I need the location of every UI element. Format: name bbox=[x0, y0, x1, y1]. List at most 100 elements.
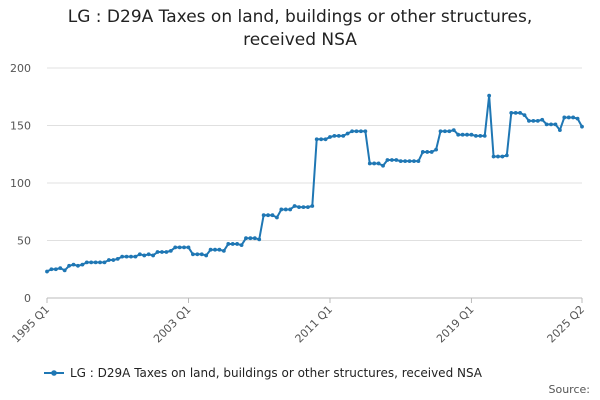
data-point bbox=[288, 207, 293, 212]
y-tick-label: 150 bbox=[10, 120, 31, 133]
data-point bbox=[248, 236, 253, 241]
data-point bbox=[429, 150, 434, 154]
data-point bbox=[199, 252, 204, 257]
y-axis-tick-labels: 0 50 100 150 200 bbox=[10, 62, 31, 305]
data-point bbox=[208, 247, 213, 252]
data-point bbox=[102, 260, 107, 265]
data-point bbox=[230, 242, 235, 246]
legend[interactable]: LG : D29A Taxes on land, buildings or ot… bbox=[44, 366, 482, 380]
data-point bbox=[164, 250, 169, 254]
data-point bbox=[160, 250, 164, 254]
data-point bbox=[527, 119, 531, 123]
data-point bbox=[270, 213, 275, 218]
data-point bbox=[535, 119, 540, 123]
data-point bbox=[434, 147, 438, 152]
data-point bbox=[336, 133, 341, 138]
data-point bbox=[513, 110, 518, 115]
data-point bbox=[146, 252, 151, 257]
data-point bbox=[367, 161, 372, 166]
data-point bbox=[191, 252, 195, 257]
data-point bbox=[376, 161, 381, 166]
data-point bbox=[120, 254, 125, 259]
data-point bbox=[129, 254, 133, 259]
data-point bbox=[500, 154, 505, 159]
legend-label: LG : D29A Taxes on land, buildings or ot… bbox=[70, 366, 483, 380]
data-point bbox=[53, 267, 58, 272]
data-point bbox=[398, 159, 403, 164]
data-point bbox=[182, 245, 186, 250]
data-point bbox=[518, 110, 522, 115]
data-point bbox=[394, 158, 399, 162]
data-point bbox=[89, 260, 94, 265]
data-point bbox=[403, 159, 408, 164]
data-point bbox=[58, 266, 63, 270]
data-point bbox=[107, 258, 111, 262]
y-tick-label: 200 bbox=[10, 62, 31, 75]
data-point bbox=[67, 263, 72, 268]
data-point bbox=[407, 159, 412, 164]
data-point bbox=[328, 135, 332, 139]
data-point bbox=[549, 122, 553, 127]
data-point bbox=[239, 243, 244, 248]
data-point bbox=[465, 132, 469, 137]
data-point bbox=[133, 254, 138, 259]
data-point bbox=[93, 260, 98, 265]
data-point bbox=[363, 129, 368, 134]
data-point bbox=[252, 236, 257, 241]
data-point bbox=[412, 159, 416, 164]
data-point bbox=[354, 129, 359, 134]
data-point bbox=[345, 131, 350, 136]
data-point bbox=[80, 262, 85, 267]
chart-title-line-2: received NSA bbox=[243, 30, 357, 50]
data-point bbox=[297, 205, 301, 210]
data-point bbox=[447, 129, 452, 134]
x-tick-label: 2011 Q1 bbox=[293, 303, 336, 346]
data-point bbox=[319, 137, 324, 142]
data-point bbox=[257, 237, 262, 242]
data-point bbox=[84, 260, 89, 265]
data-point bbox=[540, 117, 545, 122]
chart-title-line-1: LG : D29A Taxes on land, buildings or ot… bbox=[67, 7, 533, 27]
data-point bbox=[266, 213, 270, 218]
x-tick-label: 1995 Q1 bbox=[10, 303, 53, 346]
data-point bbox=[553, 122, 558, 127]
data-point bbox=[98, 260, 102, 265]
data-point bbox=[385, 158, 390, 162]
data-point bbox=[261, 213, 266, 218]
data-point bbox=[124, 254, 129, 259]
data-point bbox=[562, 115, 567, 120]
data-point bbox=[314, 137, 319, 142]
series-group bbox=[45, 93, 584, 274]
gridlines bbox=[47, 67, 582, 241]
data-point bbox=[71, 262, 76, 267]
y-tick-label: 50 bbox=[17, 235, 31, 248]
data-point bbox=[473, 133, 478, 138]
data-point bbox=[155, 250, 160, 254]
data-point bbox=[332, 133, 337, 138]
data-point bbox=[173, 245, 178, 250]
data-point bbox=[491, 154, 496, 159]
data-point bbox=[416, 159, 421, 164]
x-tick-label: 2003 Q1 bbox=[151, 303, 194, 346]
data-point bbox=[566, 115, 571, 120]
data-point bbox=[460, 132, 465, 137]
data-point bbox=[111, 258, 116, 262]
data-point bbox=[420, 150, 425, 154]
data-point bbox=[425, 150, 430, 154]
data-point bbox=[359, 129, 363, 134]
data-point bbox=[323, 137, 328, 142]
x-tick-label: 2025 Q2 bbox=[545, 303, 588, 346]
data-point bbox=[279, 207, 284, 212]
x-axis-tick-labels: 1995 Q1 2003 Q1 2011 Q1 2019 Q1 2025 Q2 bbox=[10, 303, 588, 346]
data-point bbox=[310, 204, 315, 208]
data-point bbox=[469, 132, 474, 137]
data-point bbox=[350, 129, 354, 134]
data-point bbox=[372, 161, 377, 166]
data-point bbox=[49, 267, 54, 272]
data-point bbox=[496, 154, 500, 159]
data-point bbox=[575, 116, 580, 121]
data-point bbox=[341, 133, 346, 138]
data-point bbox=[221, 248, 226, 253]
data-point bbox=[544, 122, 549, 127]
